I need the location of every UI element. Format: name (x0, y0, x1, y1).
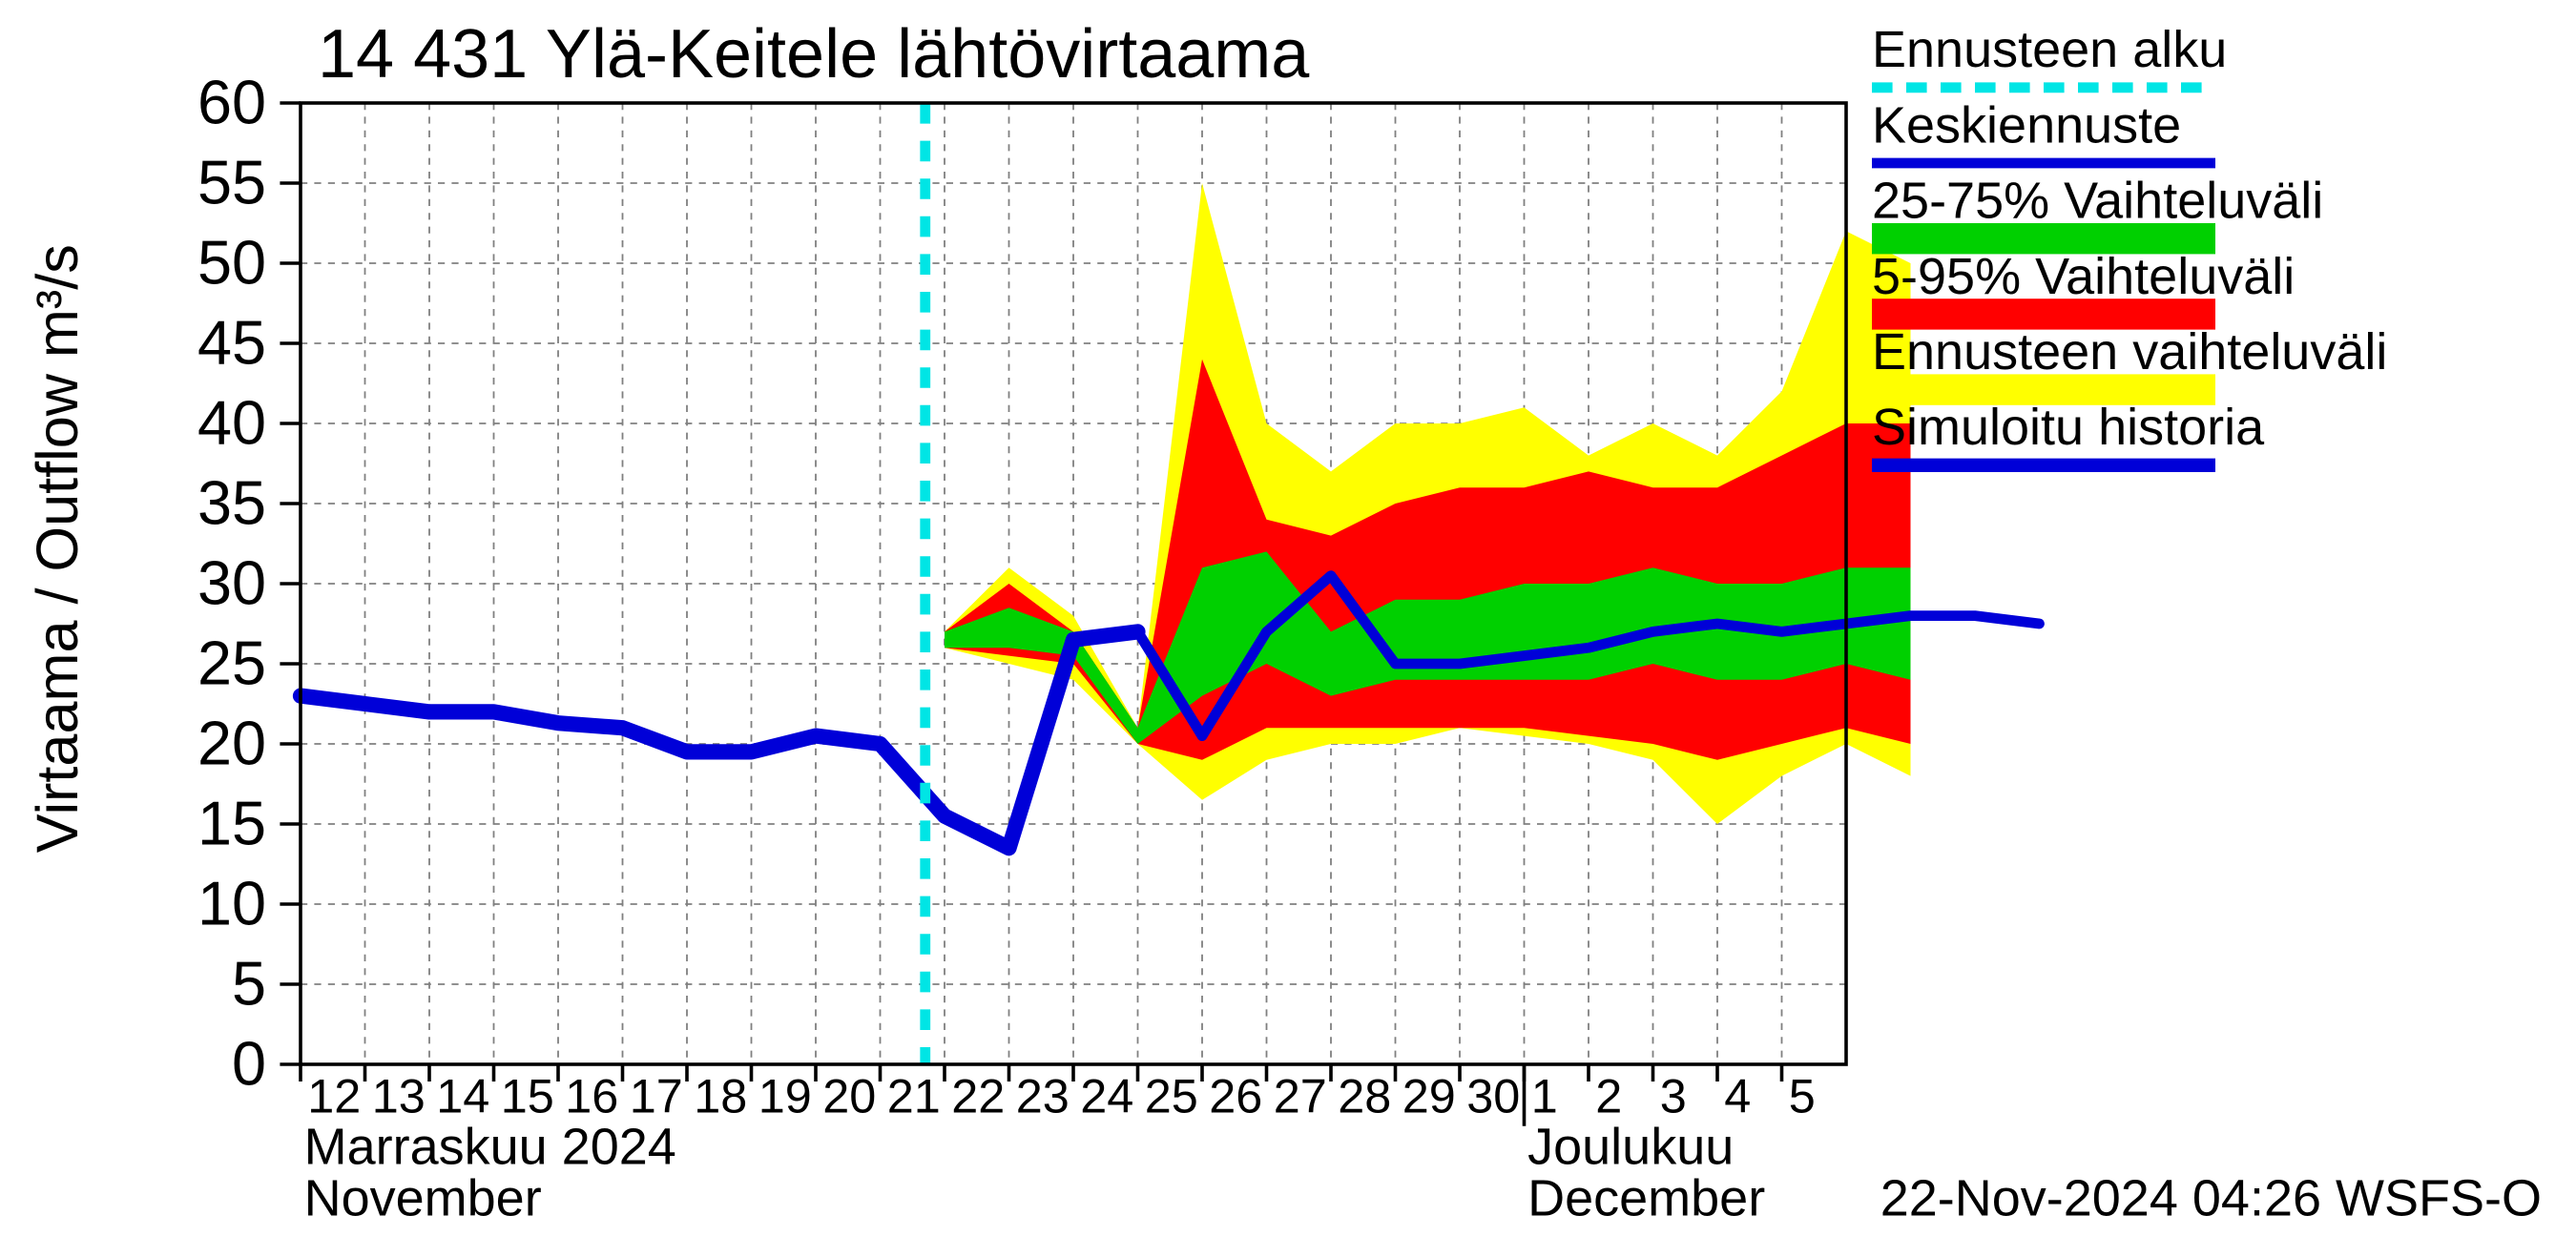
x-tick-label: 22 (951, 1068, 1005, 1123)
y-tick-label: 40 (197, 388, 266, 458)
footer-timestamp: 22-Nov-2024 04:26 WSFS-O (1880, 1169, 2542, 1226)
x-tick-label: 28 (1338, 1068, 1391, 1123)
y-tick-label: 10 (197, 869, 266, 938)
y-tick-label: 20 (197, 709, 266, 778)
month-label-en: December (1527, 1169, 1765, 1226)
chart-svg: 0510152025303540455055601213141516171819… (0, 0, 2576, 1236)
x-tick-label: 23 (1016, 1068, 1070, 1123)
y-tick-label: 60 (197, 68, 266, 137)
x-tick-label: 12 (307, 1068, 361, 1123)
x-tick-label: 3 (1660, 1068, 1687, 1123)
x-tick-label: 15 (501, 1068, 554, 1123)
month-label: Marraskuu 2024 (304, 1118, 676, 1175)
x-tick-label: 26 (1209, 1068, 1262, 1123)
x-tick-label: 21 (887, 1068, 941, 1123)
x-tick-label: 14 (436, 1068, 489, 1123)
y-tick-label: 5 (232, 949, 266, 1019)
x-tick-label: 25 (1145, 1068, 1198, 1123)
y-tick-label: 25 (197, 628, 266, 698)
x-tick-label: 27 (1274, 1068, 1327, 1123)
month-label-en: November (304, 1169, 542, 1226)
x-tick-label: 20 (822, 1068, 876, 1123)
y-tick-label: 45 (197, 308, 266, 378)
x-tick-label: 18 (694, 1068, 747, 1123)
y-tick-label: 50 (197, 228, 266, 298)
outflow-forecast-chart: 0510152025303540455055601213141516171819… (0, 0, 2576, 1144)
x-tick-label: 29 (1402, 1068, 1456, 1123)
legend-label: 5-95% Vaihteluväli (1872, 248, 2295, 305)
x-tick-label: 24 (1080, 1068, 1133, 1123)
x-tick-label: 16 (565, 1068, 618, 1123)
legend-label: Ennusteen alku (1872, 21, 2227, 78)
y-axis-label: Virtaama / Outflow m³/s (25, 244, 90, 853)
y-tick-label: 55 (197, 148, 266, 217)
y-tick-label: 35 (197, 468, 266, 538)
x-tick-label: 13 (372, 1068, 426, 1123)
x-tick-label: 4 (1724, 1068, 1751, 1123)
x-tick-label: 17 (630, 1068, 683, 1123)
legend-label: Ennusteen vaihteluväli (1872, 323, 2387, 381)
x-tick-label: 1 (1531, 1068, 1558, 1123)
y-tick-label: 15 (197, 789, 266, 858)
chart-title: 14 431 Ylä-Keitele lähtövirtaama (318, 16, 1310, 93)
x-tick-label: 30 (1466, 1068, 1520, 1123)
legend-label: Keskiennuste (1872, 96, 2181, 154)
legend-label: Simuloitu historia (1872, 399, 2265, 456)
x-tick-label: 19 (758, 1068, 812, 1123)
x-tick-label: 2 (1595, 1068, 1622, 1123)
legend-label: 25-75% Vaihteluväli (1872, 173, 2323, 230)
y-tick-label: 0 (232, 1029, 266, 1099)
month-label: Joulukuu (1527, 1118, 1734, 1175)
y-tick-label: 30 (197, 548, 266, 618)
x-tick-label: 5 (1789, 1068, 1816, 1123)
